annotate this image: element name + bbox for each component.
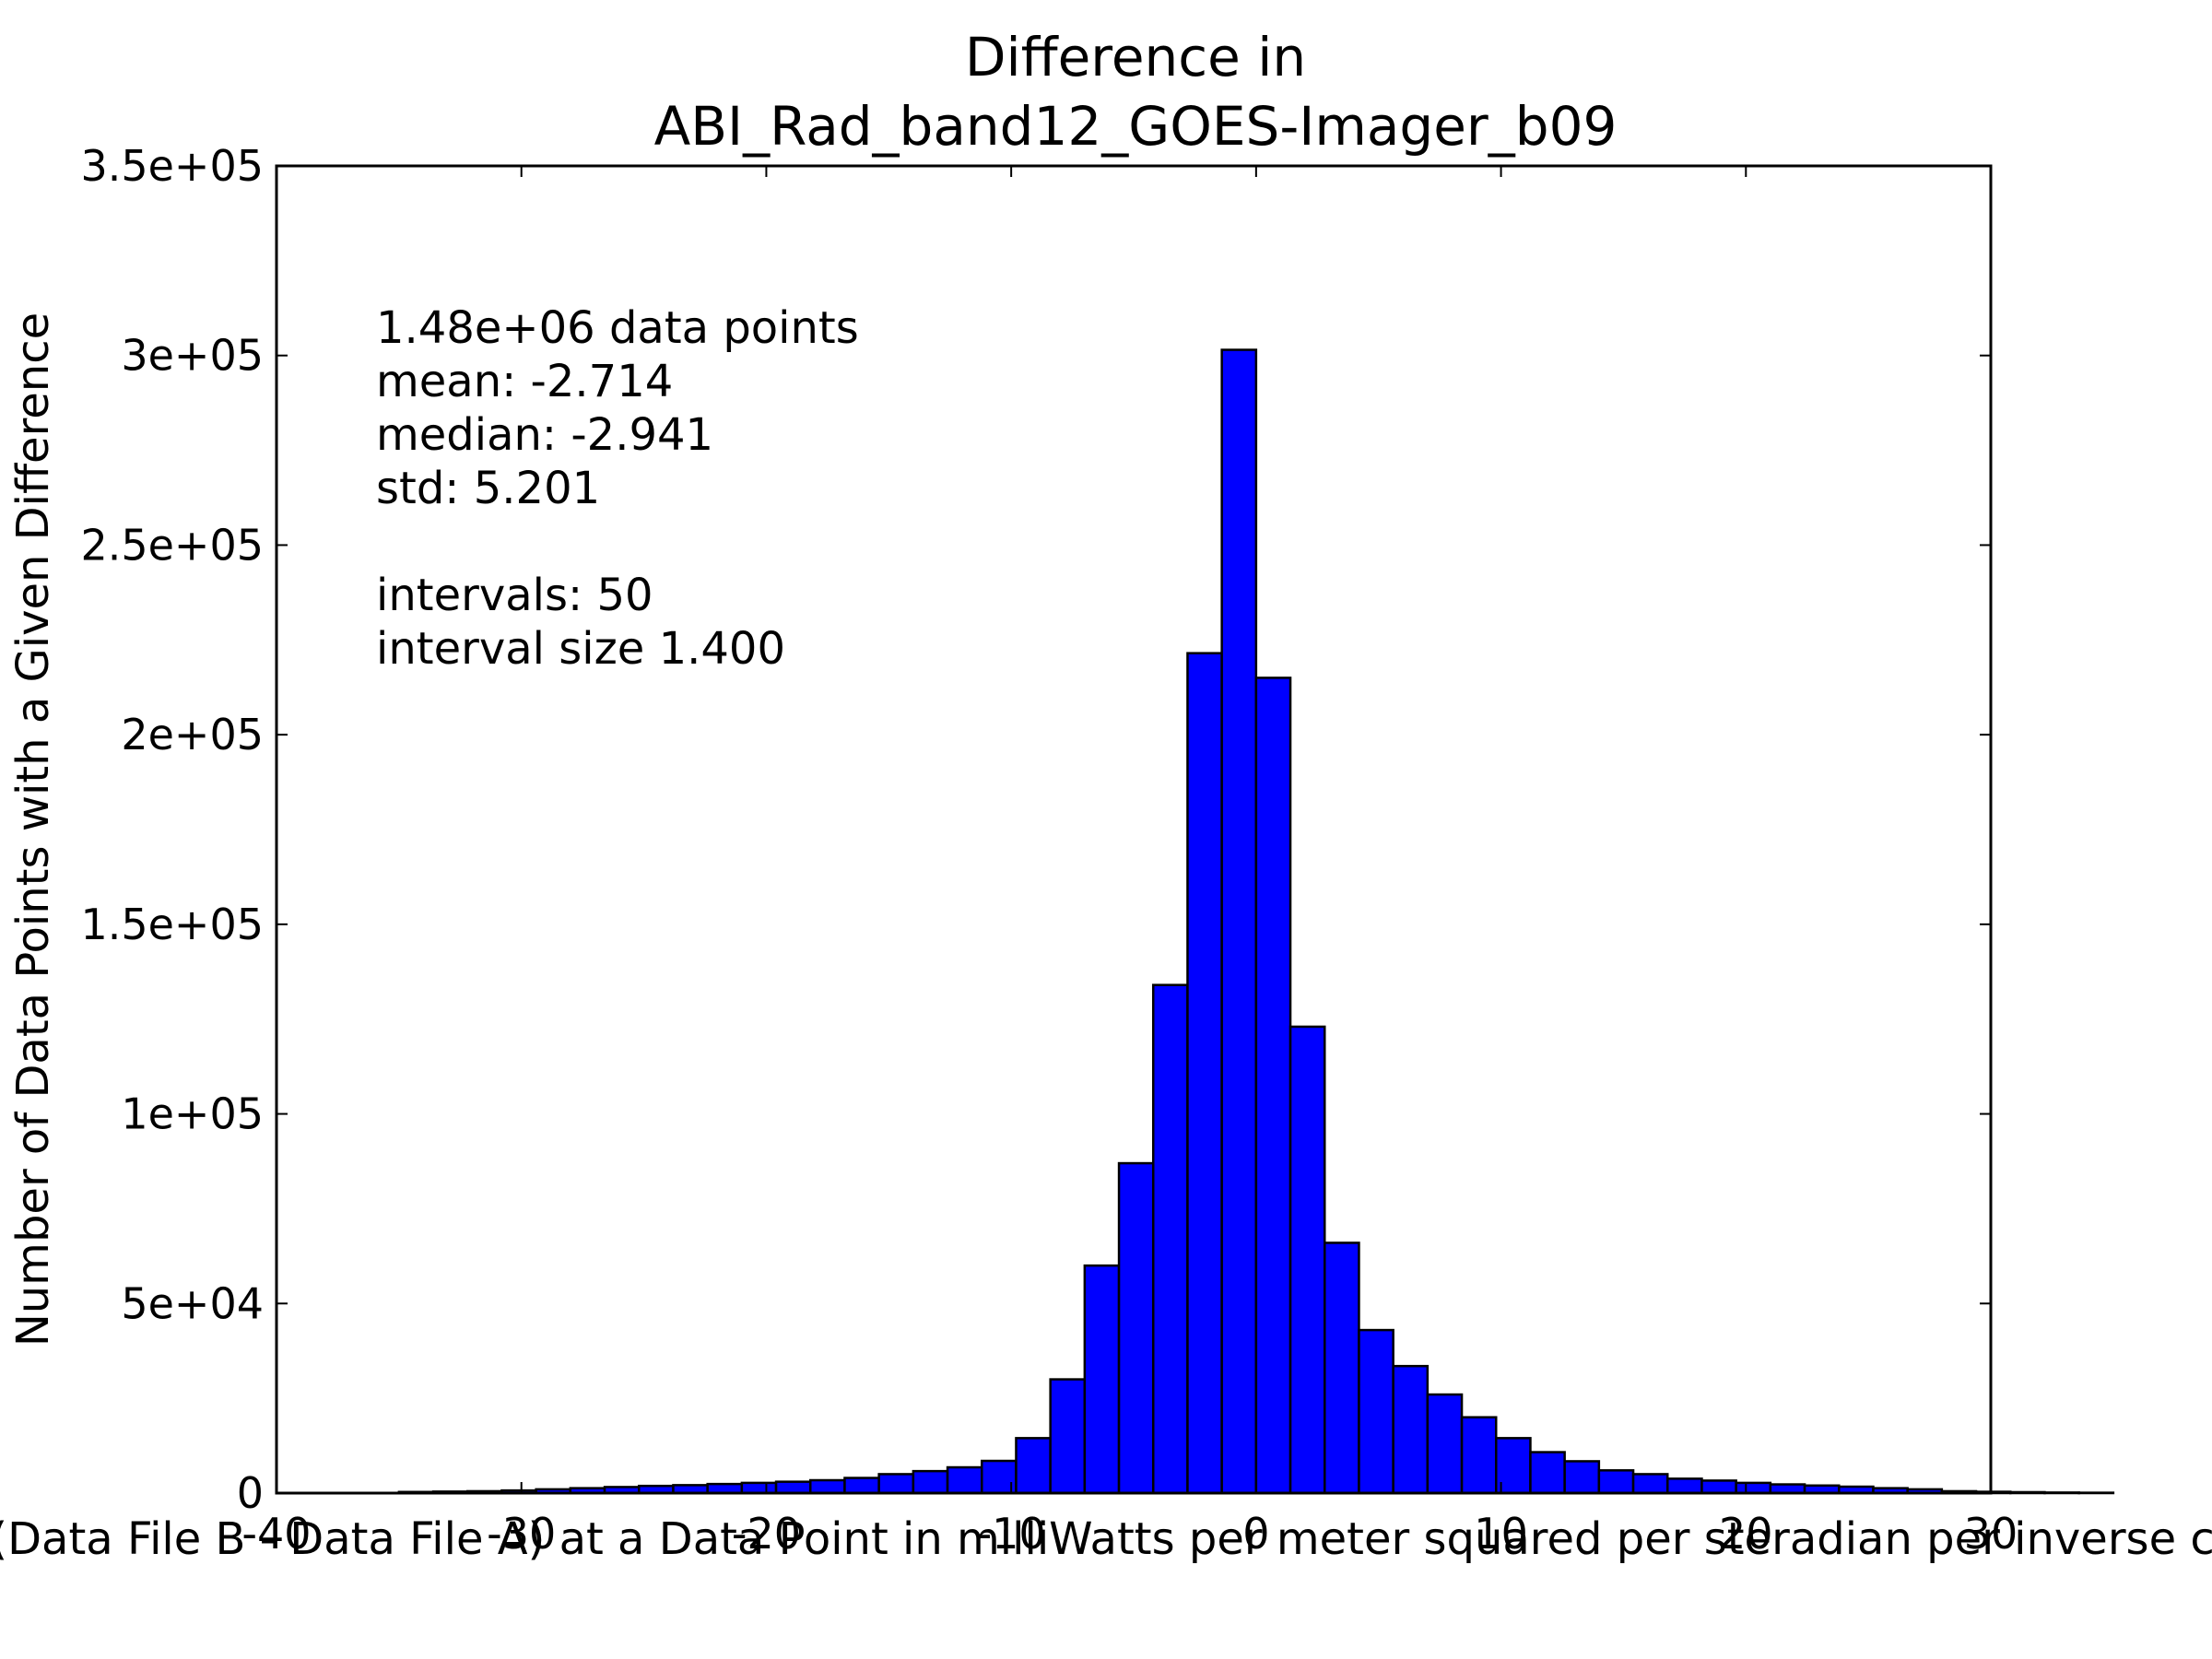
histogram-bar xyxy=(912,1469,949,1495)
histogram-bar xyxy=(1460,1416,1498,1495)
histogram-bar xyxy=(1152,983,1189,1495)
histogram-bars xyxy=(397,348,2115,1495)
x-tick-label: 10 xyxy=(1474,1509,1528,1559)
histogram-bar xyxy=(877,1473,915,1495)
x-tick-label: 20 xyxy=(1719,1509,1773,1559)
histogram-bar xyxy=(2009,1490,2046,1495)
y-tick-label: 0 xyxy=(237,1468,264,1518)
y-tick-label: 5e+04 xyxy=(121,1278,264,1328)
stats-line: std: 5.201 xyxy=(376,463,600,514)
histogram-bar xyxy=(1083,1264,1121,1495)
x-tick-label: 30 xyxy=(1964,1509,2018,1559)
histogram-bar xyxy=(1666,1477,1703,1495)
histogram-bar xyxy=(1392,1364,1430,1495)
histogram-bar xyxy=(1631,1473,1669,1495)
y-axis-label: Number of Data Points with a Given Diffe… xyxy=(7,312,59,1347)
histogram-bar xyxy=(1015,1437,1052,1495)
histogram-bar xyxy=(1220,348,1258,1495)
histogram-bar xyxy=(1186,652,1223,1495)
stats-line: mean: -2.714 xyxy=(376,356,673,407)
chart-title-line1: Difference in xyxy=(965,26,1306,88)
x-tick-label: -40 xyxy=(241,1509,311,1559)
histogram-bar xyxy=(1049,1378,1087,1495)
histogram-bar xyxy=(1288,1025,1326,1495)
stats-line: interval size 1.400 xyxy=(376,623,785,675)
histogram-bar xyxy=(1254,677,1292,1495)
histogram-bar xyxy=(1597,1469,1635,1495)
stats-line: 1.48e+06 data points xyxy=(376,302,859,354)
histogram-bar xyxy=(1529,1451,1566,1495)
histogram-bar xyxy=(774,1480,812,1495)
histogram-bar xyxy=(2043,1491,2080,1495)
histogram-bar xyxy=(843,1477,880,1495)
y-tick-label: 3e+05 xyxy=(121,331,264,381)
histogram-bar xyxy=(1358,1328,1394,1495)
histogram-bar xyxy=(1735,1481,1772,1495)
y-tick-label: 1.5e+05 xyxy=(80,900,264,949)
x-tick-label: 0 xyxy=(1242,1509,1269,1559)
stats-line: intervals: 50 xyxy=(376,570,653,621)
x-tick-label: -20 xyxy=(732,1509,801,1559)
y-tick-label: 3.5e+05 xyxy=(80,141,264,191)
histogram-bar xyxy=(1563,1460,1601,1495)
axis-tick-labels: -40 -30 -20 -10 0 10 20 30 0 5e+04 1e+05 1.5e+05 2e+… xyxy=(80,141,2018,1559)
y-tick-label: 1e+05 xyxy=(121,1089,264,1139)
x-tick-label: -10 xyxy=(977,1509,1046,1559)
histogram-bar xyxy=(1324,1241,1360,1495)
histogram-bar xyxy=(809,1478,846,1495)
histogram-bar xyxy=(1700,1479,1737,1495)
histogram-bar xyxy=(740,1481,778,1495)
chart-title-line2: ABI_Rad_band12_GOES-Imager_b09 xyxy=(654,95,1618,158)
plot-frame xyxy=(275,164,1993,1495)
x-tick-label: -30 xyxy=(487,1509,556,1559)
y-tick-label: 2.5e+05 xyxy=(80,520,264,570)
y-tick-label: 2e+05 xyxy=(121,710,264,759)
histogram-bar xyxy=(1117,1161,1155,1495)
histogram-bar xyxy=(946,1465,983,1495)
histogram-bar xyxy=(1426,1393,1464,1495)
stats-line: median: -2.941 xyxy=(376,409,713,461)
x-axis-label: Value of (Data File B - Data File A) at … xyxy=(0,1513,2212,1565)
